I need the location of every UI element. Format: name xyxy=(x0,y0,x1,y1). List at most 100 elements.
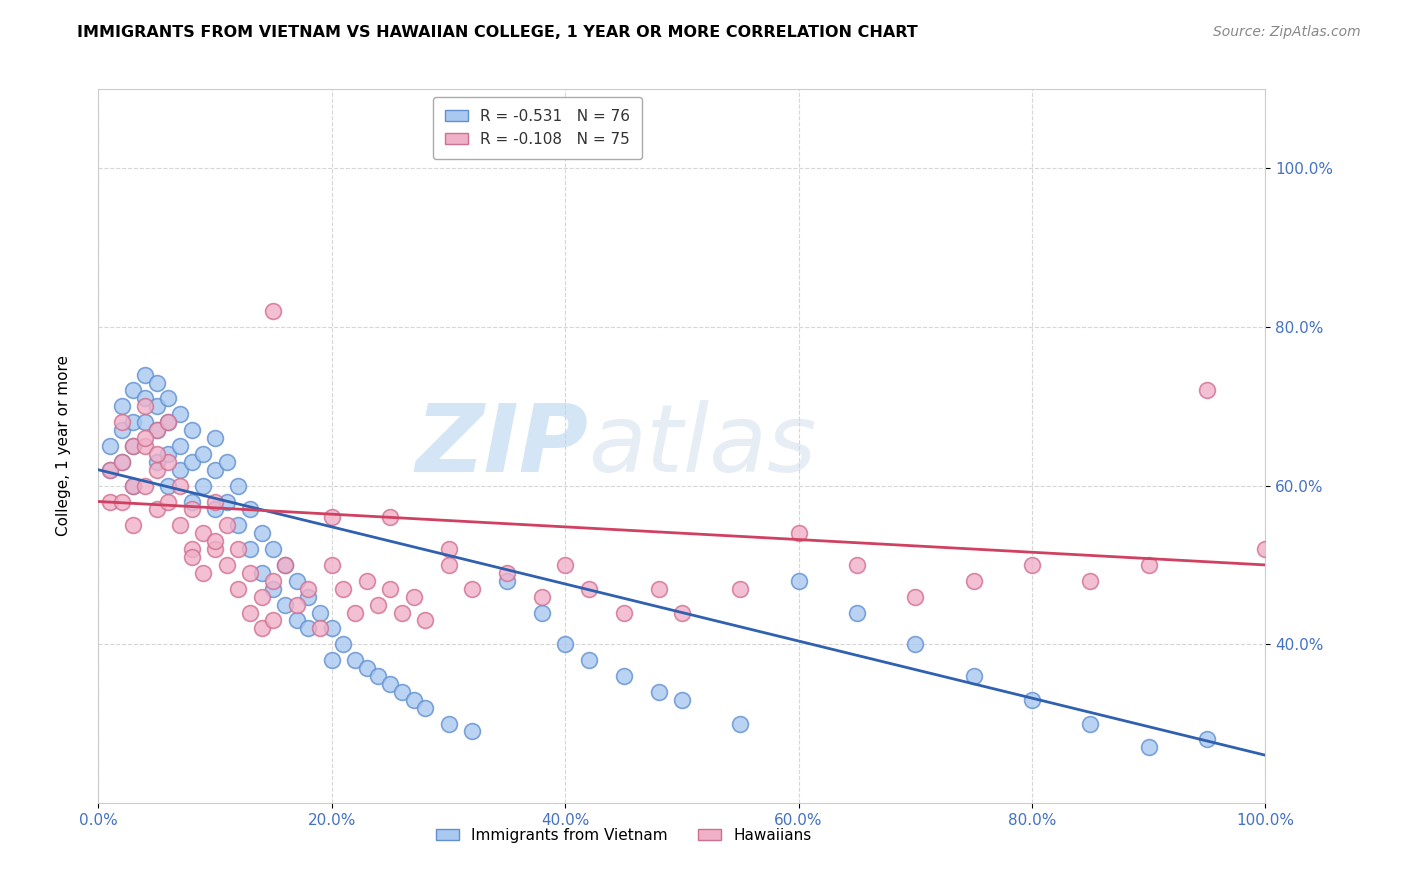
Point xyxy=(157,455,180,469)
Point xyxy=(193,478,215,492)
Point xyxy=(146,463,169,477)
Point xyxy=(554,637,576,651)
Point xyxy=(297,590,319,604)
Point xyxy=(180,542,202,557)
Point xyxy=(846,606,869,620)
Point xyxy=(380,677,402,691)
Point xyxy=(250,566,273,580)
Point xyxy=(496,574,519,588)
Point xyxy=(647,582,669,596)
Point xyxy=(530,590,553,604)
Text: ZIP: ZIP xyxy=(416,400,589,492)
Point xyxy=(274,558,297,572)
Point xyxy=(204,494,226,508)
Point xyxy=(285,574,308,588)
Point xyxy=(146,423,169,437)
Point xyxy=(391,606,413,620)
Point xyxy=(157,415,180,429)
Point xyxy=(180,549,202,564)
Point xyxy=(904,590,927,604)
Point xyxy=(134,392,156,406)
Point xyxy=(169,518,191,533)
Point xyxy=(180,502,202,516)
Point xyxy=(554,558,576,572)
Point xyxy=(193,566,215,580)
Point xyxy=(730,716,752,731)
Point xyxy=(1137,740,1160,755)
Point xyxy=(262,542,284,557)
Point xyxy=(402,590,425,604)
Point xyxy=(193,447,215,461)
Point xyxy=(169,407,191,421)
Point xyxy=(98,494,121,508)
Point xyxy=(250,621,273,635)
Point xyxy=(228,478,250,492)
Point xyxy=(134,478,156,492)
Point xyxy=(262,582,284,596)
Point xyxy=(134,415,156,429)
Point xyxy=(578,582,600,596)
Point xyxy=(285,614,308,628)
Point xyxy=(1197,384,1219,398)
Point xyxy=(204,502,226,516)
Point xyxy=(239,542,262,557)
Point xyxy=(157,392,180,406)
Point xyxy=(578,653,600,667)
Point xyxy=(321,510,343,524)
Point xyxy=(146,400,169,414)
Point xyxy=(612,669,634,683)
Point xyxy=(391,685,413,699)
Point xyxy=(332,582,354,596)
Point xyxy=(250,590,273,604)
Point xyxy=(157,415,180,429)
Point xyxy=(1080,716,1102,731)
Point xyxy=(380,582,402,596)
Point xyxy=(98,439,121,453)
Point xyxy=(787,574,810,588)
Point xyxy=(180,455,202,469)
Point xyxy=(1137,558,1160,572)
Point xyxy=(787,526,810,541)
Point xyxy=(134,400,156,414)
Point xyxy=(413,614,436,628)
Point xyxy=(356,574,378,588)
Point xyxy=(285,598,308,612)
Point xyxy=(122,439,145,453)
Point xyxy=(157,478,180,492)
Point xyxy=(111,423,134,437)
Point xyxy=(111,494,134,508)
Point xyxy=(204,534,226,549)
Legend: Immigrants from Vietnam, Hawaiians: Immigrants from Vietnam, Hawaiians xyxy=(430,822,817,848)
Point xyxy=(671,606,693,620)
Point xyxy=(134,439,156,453)
Point xyxy=(647,685,669,699)
Point xyxy=(180,494,202,508)
Point xyxy=(530,606,553,620)
Point xyxy=(461,582,484,596)
Point xyxy=(157,447,180,461)
Point xyxy=(157,494,180,508)
Point xyxy=(146,376,169,390)
Point xyxy=(169,478,191,492)
Point xyxy=(344,653,367,667)
Point xyxy=(437,558,460,572)
Point xyxy=(215,518,238,533)
Point xyxy=(1254,542,1277,557)
Point xyxy=(297,582,319,596)
Point xyxy=(169,439,191,453)
Point xyxy=(321,558,343,572)
Point xyxy=(367,669,389,683)
Point xyxy=(146,502,169,516)
Point xyxy=(297,621,319,635)
Point xyxy=(332,637,354,651)
Point xyxy=(402,692,425,706)
Point xyxy=(309,621,332,635)
Point xyxy=(904,637,927,651)
Point xyxy=(309,606,332,620)
Point xyxy=(1080,574,1102,588)
Point xyxy=(122,478,145,492)
Text: atlas: atlas xyxy=(589,401,817,491)
Point xyxy=(215,455,238,469)
Point xyxy=(228,582,250,596)
Point xyxy=(380,510,402,524)
